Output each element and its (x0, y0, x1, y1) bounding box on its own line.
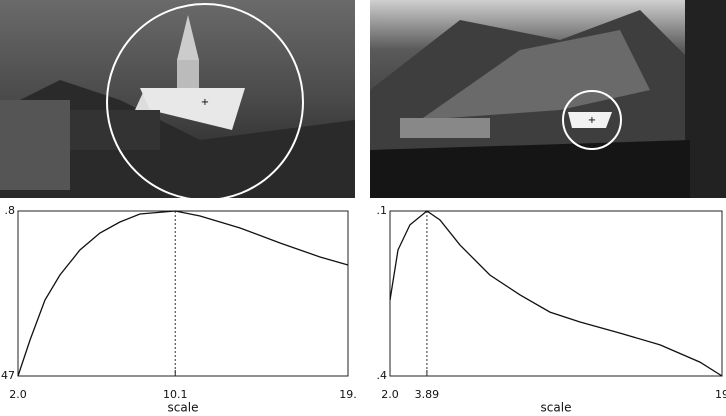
y-tick-label: 47 (1, 369, 15, 382)
x-axis-label: scale (168, 401, 199, 415)
x-tick-label: 2.0 (9, 388, 27, 401)
y-tick-label: .1 (377, 204, 388, 217)
svg-text:+: + (588, 115, 596, 126)
plot-frame (17, 210, 349, 377)
curve (389, 210, 723, 377)
x-tick-label: 3.89 (415, 388, 440, 401)
curve (17, 210, 349, 377)
x-axis-label: scale (541, 401, 572, 415)
y-tick-label: .4 (377, 369, 388, 382)
x-tick-label: 2.0 (381, 388, 399, 401)
svg-text:+: + (201, 97, 209, 108)
x-tick-label: 19 (715, 388, 726, 401)
photo-right: + (370, 0, 726, 198)
y-tick-label: .8 (5, 204, 16, 217)
x-tick-label: 10.1 (163, 388, 188, 401)
x-tick-label: 19. (339, 388, 357, 401)
photo-left: + (0, 0, 355, 201)
plot-frame (389, 210, 723, 377)
